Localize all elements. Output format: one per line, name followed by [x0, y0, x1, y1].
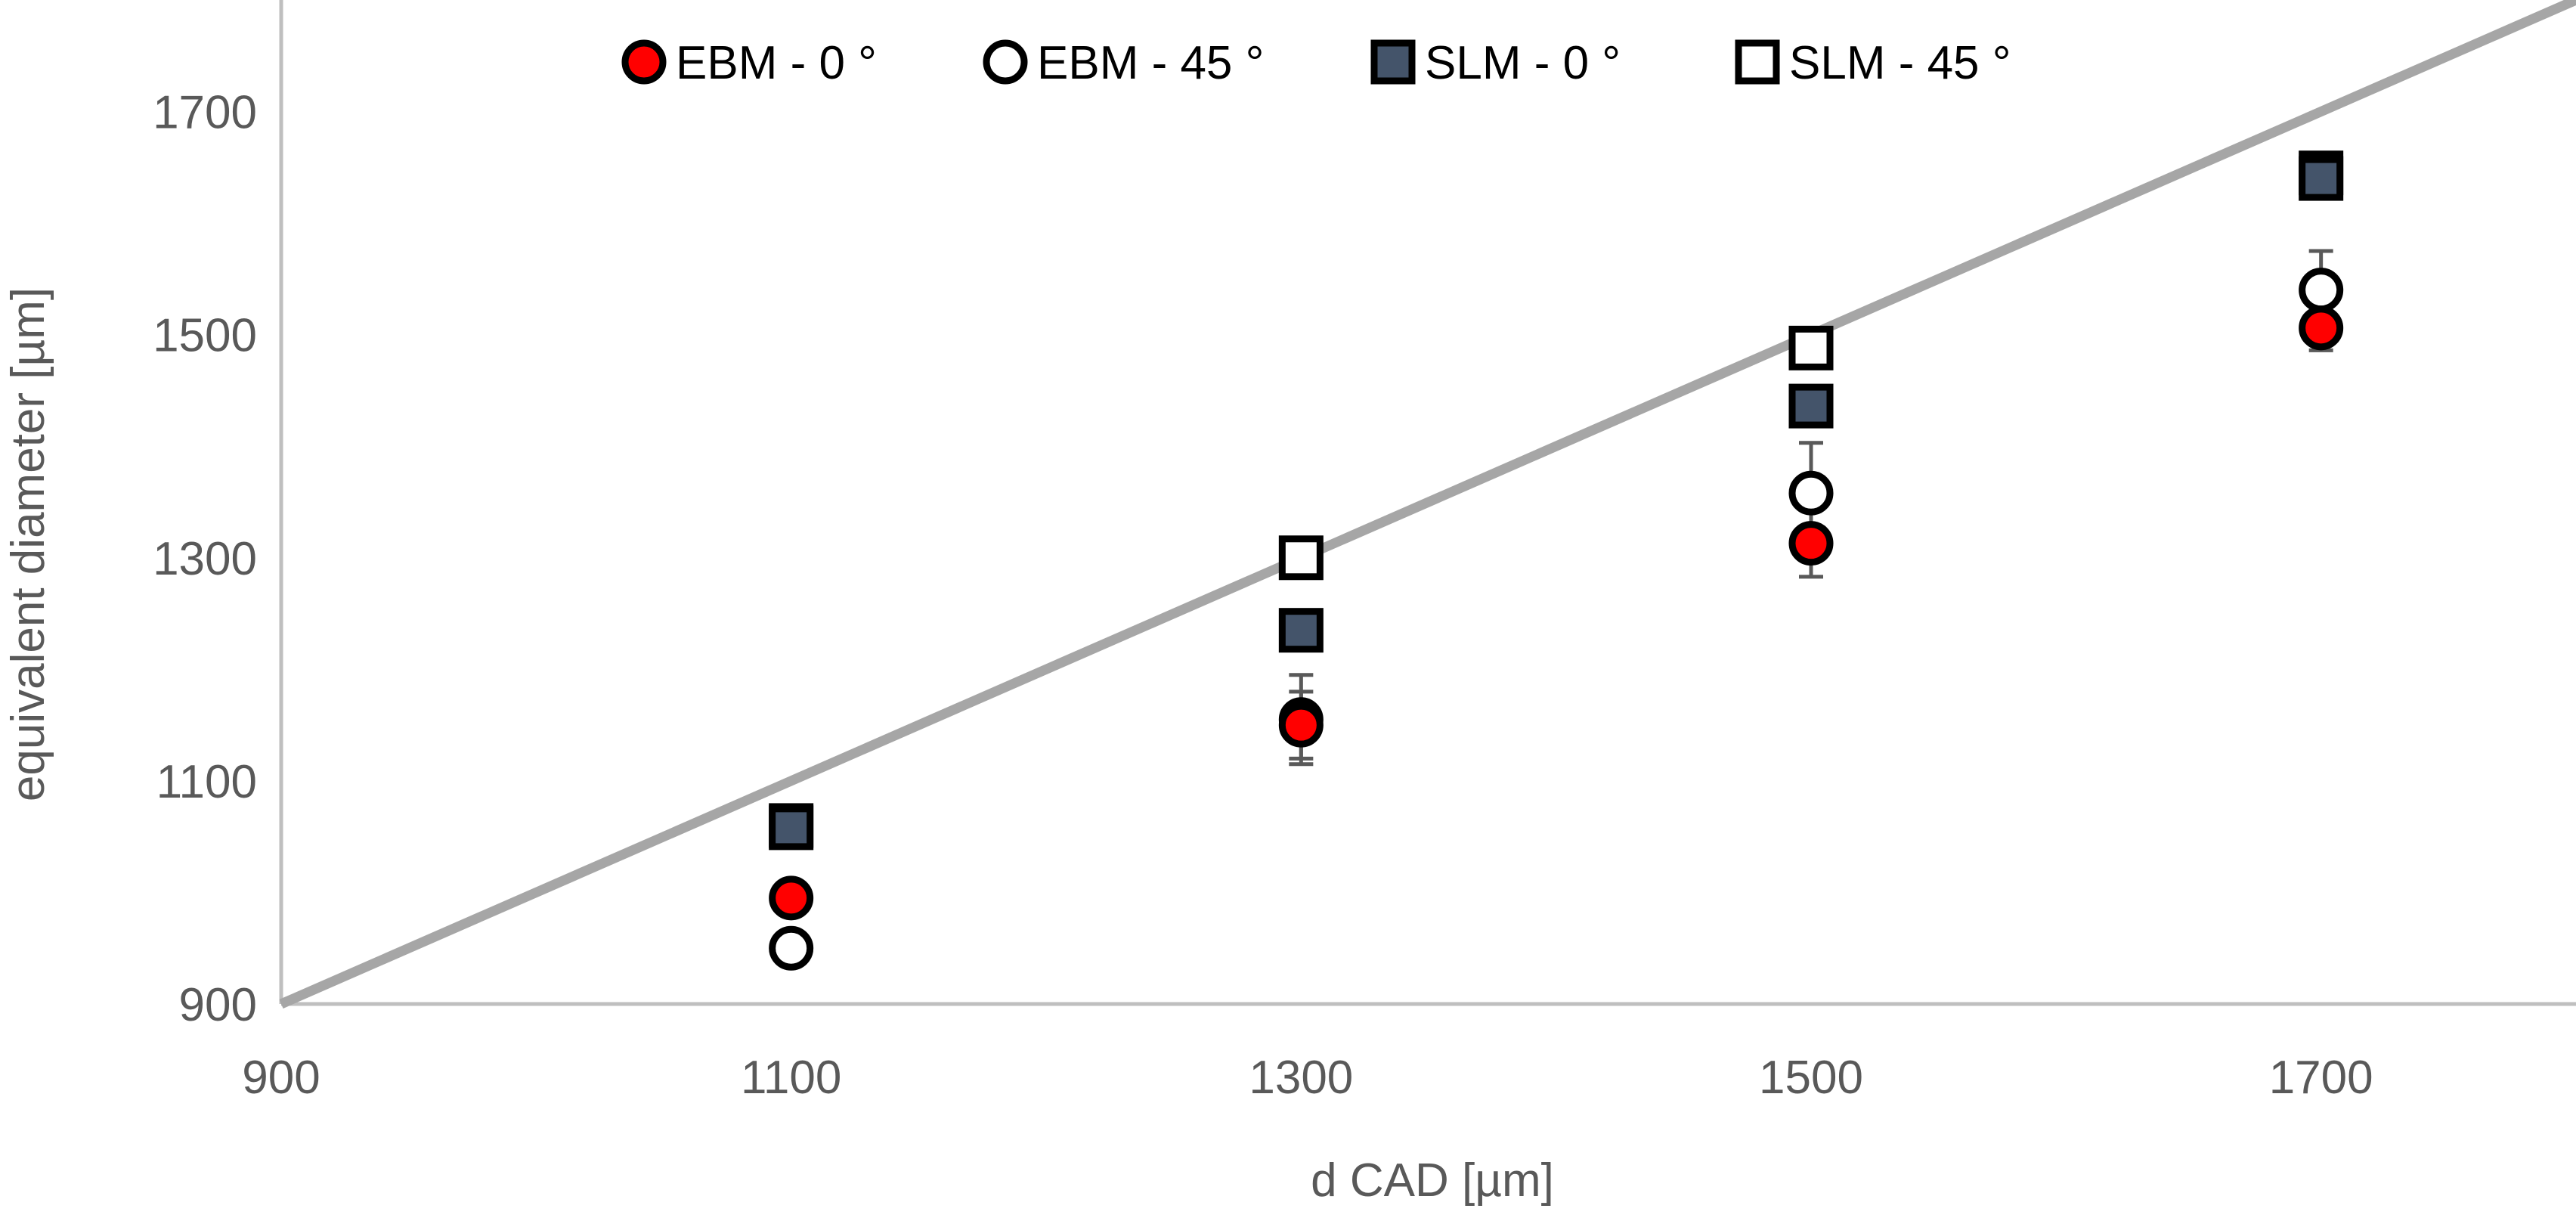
x-tick-label: 1700: [2269, 1052, 2373, 1104]
data-point: [2299, 268, 2344, 313]
y-tick-label: 1500: [153, 310, 257, 362]
legend-label: SLM - 0 °: [1425, 37, 1621, 89]
error-bars: [779, 160, 2333, 967]
x-tick-label: 1300: [1249, 1052, 1353, 1104]
y-tick-label: 1300: [153, 533, 257, 585]
legend-label: EBM - 45 °: [1037, 37, 1264, 89]
legend: EBM - 0 ° EBM - 45 ° SLM - 0 ° SLM - 45 °: [621, 37, 2011, 89]
data-point: [769, 805, 814, 851]
data-point: [1278, 608, 1324, 653]
legend-marker: [621, 39, 667, 85]
data-point: [1278, 535, 1324, 581]
data-point: [1788, 325, 1834, 370]
data-point: [1788, 470, 1834, 516]
x-axis-title: d CAD [µm]: [1311, 1154, 1554, 1207]
data-point: [2299, 156, 2344, 201]
y-tick-label: 1100: [156, 756, 257, 808]
legend-marker: [983, 39, 1028, 85]
legend-marker: [1735, 39, 1780, 85]
y-tick-label: 1700: [153, 87, 257, 139]
y-axis-title: equivalent diameter [µm]: [2, 287, 54, 801]
data-points: [769, 150, 2344, 971]
x-tick-label: 1100: [741, 1052, 841, 1104]
data-point: [2299, 305, 2344, 351]
data-point: [1278, 702, 1324, 748]
data-point: [1788, 383, 1834, 429]
axes: 900 1100 1300 1500 1700 900 1100 1300 1500 1700: [153, 0, 2576, 1104]
x-tick-label: 1500: [1759, 1052, 1863, 1104]
data-point: [769, 875, 814, 921]
identity-reference-line: [279, 0, 2576, 1009]
x-tick-label: 900: [242, 1052, 320, 1104]
reference-line-layer: [279, 0, 2576, 1009]
legend-label: SLM - 45 °: [1789, 37, 2011, 89]
legend-marker: [1370, 39, 1416, 85]
legend-label: EBM - 0 °: [676, 37, 877, 89]
y-tick-label: 900: [179, 979, 257, 1031]
data-point: [1788, 521, 1834, 566]
data-point: [769, 925, 814, 971]
